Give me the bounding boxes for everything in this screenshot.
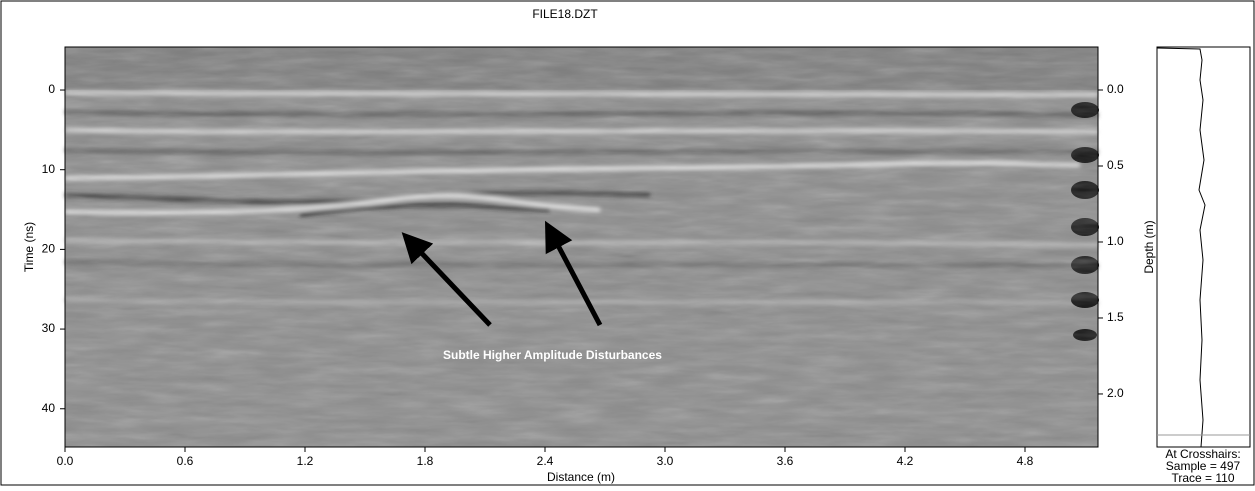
y-tick-label: 20 bbox=[42, 242, 56, 256]
x-tick-label: 0.0 bbox=[57, 454, 74, 468]
y-axis-label: Time (ns) bbox=[22, 222, 36, 272]
radargram-image bbox=[64, 46, 1099, 448]
x-tick-label: 0.6 bbox=[177, 454, 194, 468]
x-tick-label: 3.0 bbox=[657, 454, 674, 468]
y2-tick-label: 0.0 bbox=[1107, 82, 1124, 96]
x-tick-label: 1.8 bbox=[417, 454, 434, 468]
y-tick-label: 10 bbox=[42, 162, 56, 176]
x-tick-label: 4.2 bbox=[897, 454, 914, 468]
annotation: Subtle Higher Amplitude Disturbances bbox=[443, 348, 662, 362]
crosshair-info: Sample = 497 bbox=[1166, 459, 1241, 473]
x-tick-label: 1.2 bbox=[297, 454, 314, 468]
crosshair-info: At Crosshairs: bbox=[1165, 447, 1240, 461]
y2-tick-label: 2.0 bbox=[1107, 386, 1124, 400]
y-tick-label: 30 bbox=[42, 321, 56, 335]
y2-tick-label: 1.5 bbox=[1107, 310, 1124, 324]
y2-tick-label: 1.0 bbox=[1107, 234, 1124, 248]
x-tick-label: 3.6 bbox=[777, 454, 794, 468]
y-tick-label: 40 bbox=[42, 401, 56, 415]
x-axis-label: Distance (m) bbox=[547, 470, 615, 484]
x-tick-label: 4.8 bbox=[1017, 454, 1034, 468]
trace-panel bbox=[1156, 46, 1251, 448]
y2-tick-label: 0.5 bbox=[1107, 158, 1124, 172]
arrows bbox=[401, 220, 603, 327]
chart-title: FILE18.DZT bbox=[532, 7, 598, 21]
crosshair-info: Trace = 110 bbox=[1171, 471, 1234, 485]
x-tick-label: 2.4 bbox=[537, 454, 554, 468]
y-tick-label: 0 bbox=[48, 82, 55, 96]
y2-axis-label: Depth (m) bbox=[1142, 220, 1156, 273]
